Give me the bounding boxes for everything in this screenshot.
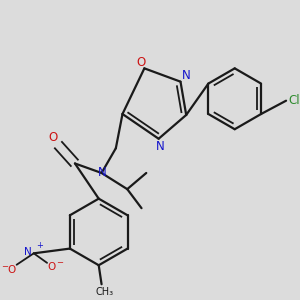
Text: N: N: [182, 70, 190, 83]
Text: O: O: [136, 56, 145, 69]
Text: −: −: [56, 258, 63, 267]
Text: N: N: [156, 140, 165, 153]
Text: CH₃: CH₃: [95, 287, 113, 297]
Text: O: O: [48, 131, 58, 144]
Text: O: O: [48, 262, 56, 272]
Text: O: O: [8, 266, 16, 275]
Text: Cl: Cl: [289, 94, 300, 107]
Text: N: N: [98, 166, 107, 178]
Text: −: −: [1, 262, 8, 271]
Text: +: +: [36, 241, 43, 250]
Text: N: N: [24, 248, 32, 257]
